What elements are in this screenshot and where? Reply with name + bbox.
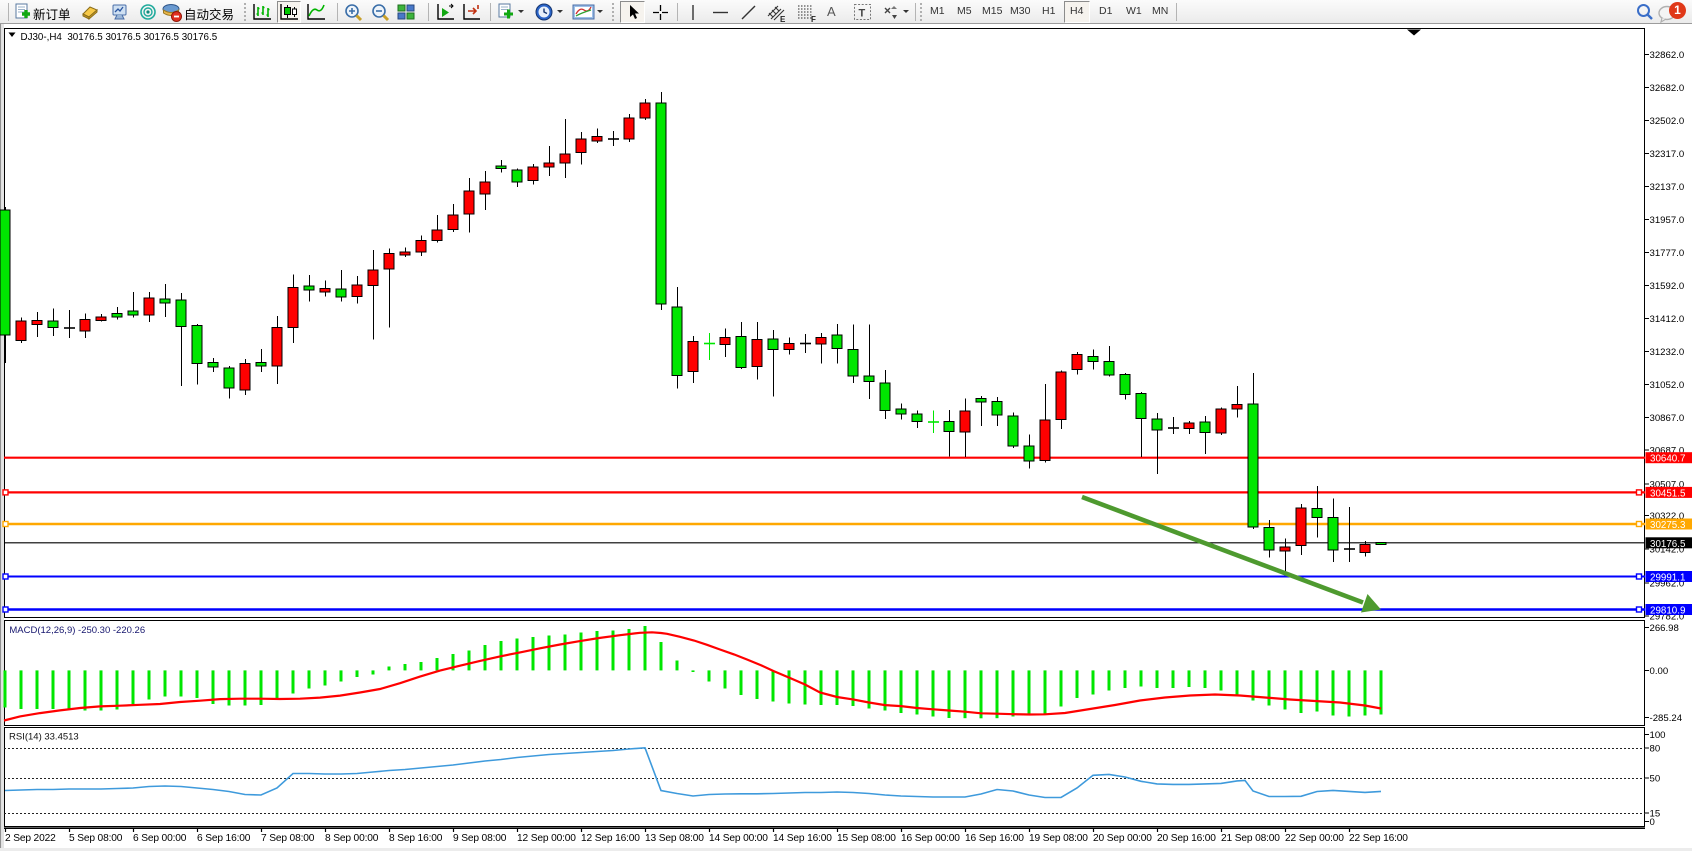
svg-text:RSI(14) 33.4513: RSI(14) 33.4513 xyxy=(9,732,79,743)
svg-text:32502.0: 32502.0 xyxy=(1650,116,1685,127)
svg-text:31412.0: 31412.0 xyxy=(1650,314,1685,325)
svg-text:29991.1: 29991.1 xyxy=(1650,573,1685,584)
svg-text:0: 0 xyxy=(1650,817,1655,828)
svg-text:31957.0: 31957.0 xyxy=(1650,215,1685,226)
svg-text:T: T xyxy=(859,8,866,20)
svg-text:-285.24: -285.24 xyxy=(1650,713,1683,724)
svg-text:0.00: 0.00 xyxy=(1650,666,1669,677)
svg-text:80: 80 xyxy=(1650,744,1661,755)
svg-text:9 Sep 08:00: 9 Sep 08:00 xyxy=(453,833,507,844)
svg-text:12 Sep 00:00: 12 Sep 00:00 xyxy=(517,833,576,844)
svg-text:266.98: 266.98 xyxy=(1650,623,1679,634)
svg-text:16 Sep 00:00: 16 Sep 00:00 xyxy=(901,833,960,844)
svg-text:31232.0: 31232.0 xyxy=(1650,347,1685,358)
svg-text:30142.0: 30142.0 xyxy=(1650,545,1685,556)
svg-text:2 Sep 2022: 2 Sep 2022 xyxy=(5,833,56,844)
svg-text:30275.3: 30275.3 xyxy=(1650,520,1686,531)
svg-text:30176.5: 30176.5 xyxy=(1650,539,1686,550)
svg-text:29810.9: 29810.9 xyxy=(1650,606,1685,617)
svg-text:32862.0: 32862.0 xyxy=(1650,50,1685,61)
svg-text:30867.0: 30867.0 xyxy=(1650,413,1685,424)
svg-text:15 Sep 08:00: 15 Sep 08:00 xyxy=(837,833,896,844)
svg-text:16 Sep 16:00: 16 Sep 16:00 xyxy=(965,833,1024,844)
svg-text:14 Sep 16:00: 14 Sep 16:00 xyxy=(773,833,832,844)
svg-text:31052.0: 31052.0 xyxy=(1650,380,1685,391)
svg-text:29962.0: 29962.0 xyxy=(1650,579,1685,590)
svg-text:MACD(12,26,9) -250.30 -220.26: MACD(12,26,9) -250.30 -220.26 xyxy=(9,625,145,636)
svg-text:29782.0: 29782.0 xyxy=(1650,612,1685,623)
svg-text:14 Sep 00:00: 14 Sep 00:00 xyxy=(709,833,768,844)
svg-text:21 Sep 08:00: 21 Sep 08:00 xyxy=(1221,833,1280,844)
svg-text:8 Sep 00:00: 8 Sep 00:00 xyxy=(325,833,379,844)
svg-text:31592.0: 31592.0 xyxy=(1650,281,1685,292)
svg-text:5 Sep 08:00: 5 Sep 08:00 xyxy=(69,833,123,844)
svg-text:22 Sep 16:00: 22 Sep 16:00 xyxy=(1349,833,1408,844)
svg-text:20 Sep 16:00: 20 Sep 16:00 xyxy=(1157,833,1216,844)
svg-text:30687.0: 30687.0 xyxy=(1650,446,1685,457)
svg-text:32682.0: 32682.0 xyxy=(1650,83,1685,94)
svg-text:F: F xyxy=(811,15,816,23)
svg-text:30322.0: 30322.0 xyxy=(1650,511,1685,522)
svg-text:20 Sep 00:00: 20 Sep 00:00 xyxy=(1093,833,1152,844)
svg-text:100: 100 xyxy=(1650,730,1666,741)
svg-text:30640.7: 30640.7 xyxy=(1650,454,1685,465)
svg-text:E: E xyxy=(780,15,786,23)
svg-text:50: 50 xyxy=(1650,774,1661,785)
svg-text:6 Sep 16:00: 6 Sep 16:00 xyxy=(197,833,251,844)
svg-text:8 Sep 16:00: 8 Sep 16:00 xyxy=(389,833,443,844)
svg-text:30507.0: 30507.0 xyxy=(1650,480,1685,491)
svg-text:15: 15 xyxy=(1650,809,1661,820)
svg-text:12 Sep 16:00: 12 Sep 16:00 xyxy=(581,833,640,844)
svg-text:DJ30-,H4 30176.5 30176.5 3017: DJ30-,H4 30176.5 30176.5 30176.5 30176.5 xyxy=(21,32,218,43)
svg-text:7 Sep 08:00: 7 Sep 08:00 xyxy=(261,833,315,844)
svg-text:19 Sep 08:00: 19 Sep 08:00 xyxy=(1029,833,1088,844)
svg-text:31777.0: 31777.0 xyxy=(1650,248,1685,259)
svg-text:6 Sep 00:00: 6 Sep 00:00 xyxy=(133,833,187,844)
svg-text:32317.0: 32317.0 xyxy=(1650,149,1685,160)
svg-text:32137.0: 32137.0 xyxy=(1650,182,1685,193)
svg-text:22 Sep 00:00: 22 Sep 00:00 xyxy=(1285,833,1344,844)
svg-text:13 Sep 08:00: 13 Sep 08:00 xyxy=(645,833,704,844)
svg-text:30451.5: 30451.5 xyxy=(1650,488,1686,499)
